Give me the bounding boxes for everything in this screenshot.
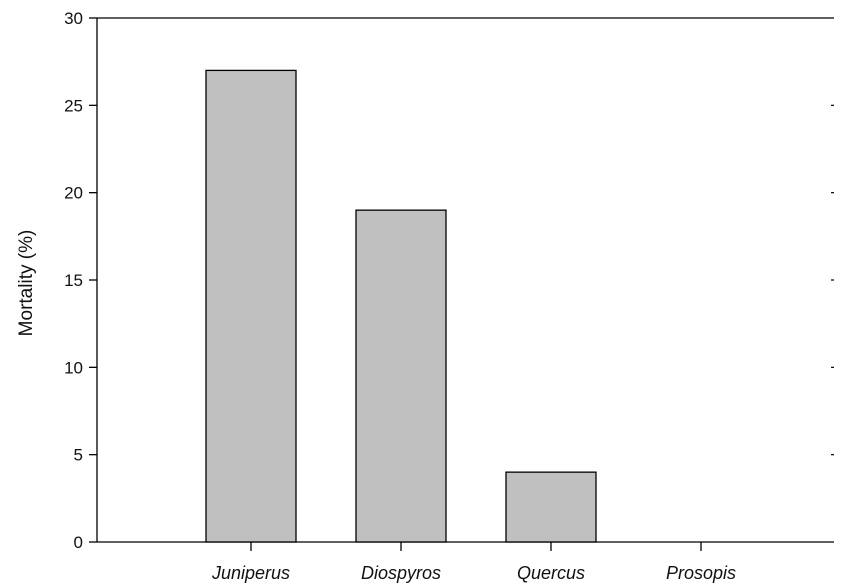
y-tick-label: 0 [74, 533, 83, 552]
y-axis-title: Mortality (%) [16, 230, 37, 337]
x-tick-label-prosopis: Prosopis [666, 563, 736, 583]
bar-diospyros [355, 209, 447, 543]
y-tick-label: 30 [64, 9, 83, 28]
x-tick-label-quercus: Quercus [517, 563, 585, 583]
y-tick-label: 10 [64, 358, 83, 377]
bars [205, 69, 597, 543]
y-tick-label: 20 [64, 184, 83, 203]
x-tick-label-juniperus: Juniperus [211, 563, 290, 583]
bar-juniperus [205, 69, 297, 543]
x-tick-label-diospyros: Diospyros [361, 563, 441, 583]
right-tick-marks [831, 104, 834, 456]
bar-quercus [505, 471, 597, 543]
y-tick-label: 15 [64, 271, 83, 290]
y-tick-label: 25 [64, 96, 83, 115]
y-tick-label: 5 [74, 446, 83, 465]
x-ticks: Juniperus Diospyros Quercus Prosopis [211, 542, 736, 583]
y-ticks: 0 5 10 15 20 25 30 [64, 9, 97, 552]
